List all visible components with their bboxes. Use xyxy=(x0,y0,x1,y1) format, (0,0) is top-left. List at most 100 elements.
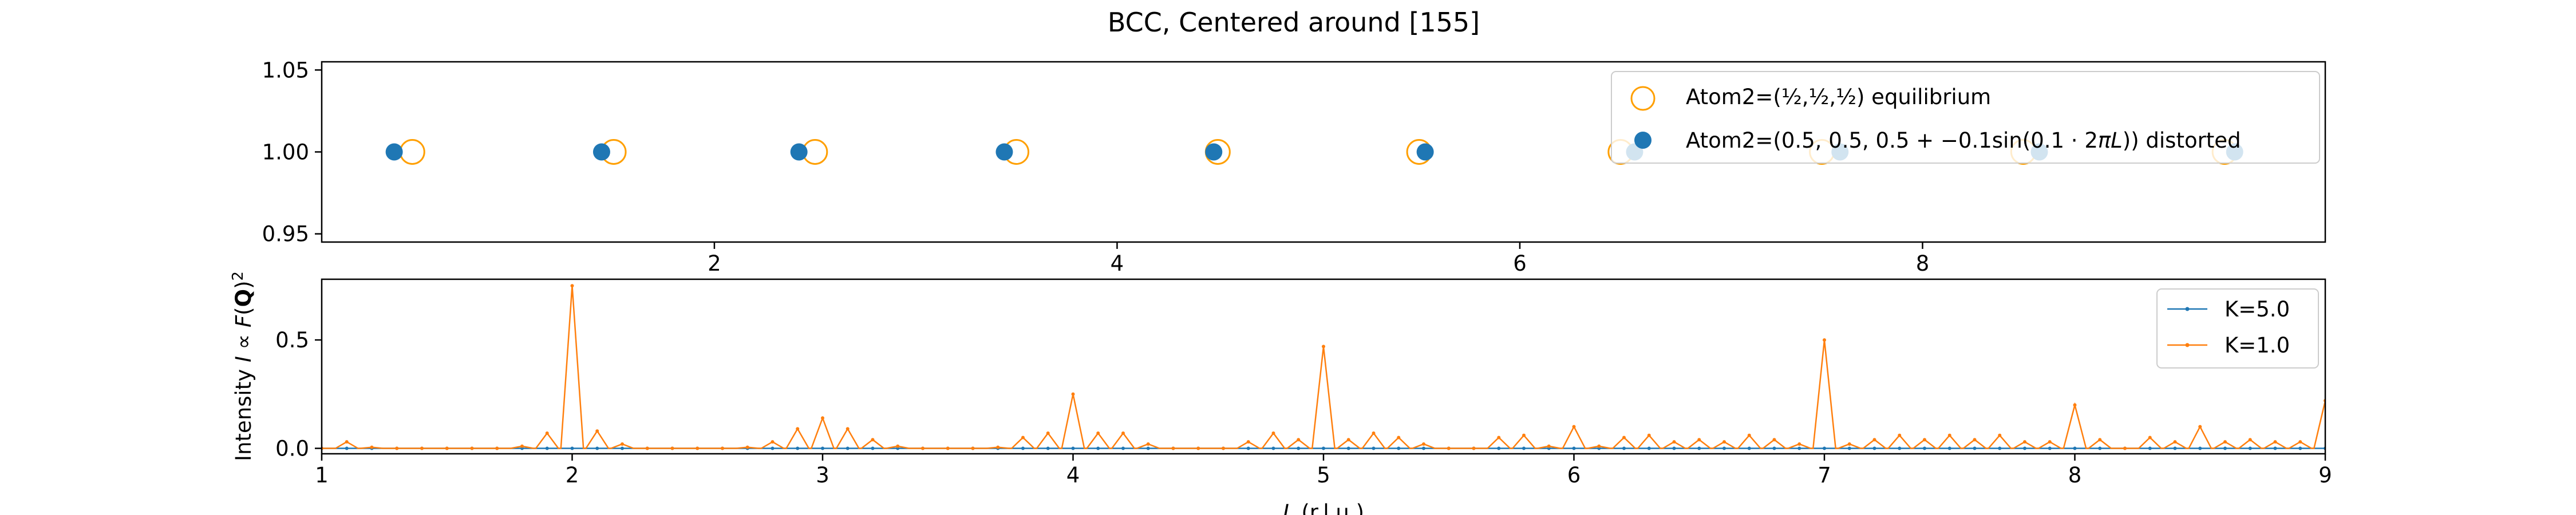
bottom-series-group xyxy=(322,284,2325,450)
bottom-x-tick-label: 6 xyxy=(1567,463,1581,488)
intensity-point xyxy=(1397,435,1401,439)
legend-marker-distorted xyxy=(1634,132,1652,149)
intensity-point xyxy=(445,446,449,450)
intensity-point xyxy=(2248,446,2252,450)
intensity-point xyxy=(871,446,875,450)
intensity-point xyxy=(1046,446,1050,450)
legend-frac-2: ½ xyxy=(1808,85,1829,109)
intensity-point xyxy=(1973,438,1977,442)
intensity-point xyxy=(2048,446,2052,450)
legend-pi-l: πL xyxy=(2098,128,2123,153)
intensity-point xyxy=(1898,446,1902,450)
intensity-point xyxy=(971,446,975,450)
series-k1 xyxy=(322,284,2325,450)
intensity-point xyxy=(745,445,749,449)
legend-marker-equilibrium xyxy=(1630,86,1656,111)
intensity-point xyxy=(1522,433,1526,437)
intensity-point xyxy=(1797,446,1801,450)
intensity-point xyxy=(1196,446,1200,450)
intensity-point xyxy=(1973,446,1977,450)
figure-title: BCC, Centered around [155] xyxy=(1108,7,1480,38)
intensity-point xyxy=(1823,338,1826,342)
bottom-y-tick-label: 0.0 xyxy=(275,437,309,461)
intensity-point xyxy=(520,444,524,448)
intensity-point xyxy=(1271,446,1275,450)
intensity-point xyxy=(1797,442,1801,446)
distorted-point xyxy=(385,143,403,161)
intensity-point xyxy=(896,444,900,448)
distorted-point xyxy=(1416,143,1434,161)
bottom-x-tick-label: 8 xyxy=(2068,463,2082,488)
intensity-point xyxy=(2048,440,2052,444)
intensity-point xyxy=(621,446,624,450)
intensity-point xyxy=(771,446,775,450)
top-legend-box xyxy=(1611,71,2320,164)
intensity-point xyxy=(796,427,800,431)
intensity-point xyxy=(1923,438,1926,442)
intensity-point xyxy=(1998,446,2002,450)
intensity-point xyxy=(871,438,875,442)
intensity-point xyxy=(1622,435,1626,439)
intensity-point xyxy=(771,440,775,444)
intensity-point xyxy=(470,446,474,450)
legend-label-k1: K=1.0 xyxy=(2225,333,2290,358)
intensity-point xyxy=(2023,446,2026,450)
intensity-point xyxy=(1322,344,1325,348)
intensity-point xyxy=(1372,446,1376,450)
series-k5 xyxy=(322,446,2325,450)
intensity-point xyxy=(495,446,499,450)
intensity-point xyxy=(796,446,800,450)
intensity-point xyxy=(1898,433,1902,437)
intensity-point xyxy=(545,431,549,435)
legend-label-equilibrium: Atom2=(½,½,½) equilibrium xyxy=(1686,85,1991,109)
intensity-point xyxy=(1146,442,1150,446)
legend-dot-k1 xyxy=(2185,343,2190,347)
intensity-point xyxy=(1397,446,1401,450)
intensity-point xyxy=(645,446,649,450)
intensity-point xyxy=(1722,446,1726,450)
legend-frac-3: ½ xyxy=(1836,85,1856,109)
intensity-point xyxy=(1872,438,1876,442)
intensity-point xyxy=(1021,446,1025,450)
intensity-point xyxy=(1222,446,1225,450)
intensity-point xyxy=(1722,440,1726,444)
intensity-point xyxy=(1947,433,1951,437)
intensity-point xyxy=(395,446,399,450)
intensity-point xyxy=(1071,446,1075,450)
intensity-point xyxy=(1847,446,1851,450)
intensity-point xyxy=(1071,392,1075,396)
intensity-point xyxy=(1772,438,1776,442)
intensity-point xyxy=(1672,446,1676,450)
intensity-point xyxy=(2073,446,2077,450)
bottom-plot-area xyxy=(322,284,2325,450)
intensity-point xyxy=(1547,444,1551,448)
intensity-point xyxy=(2148,435,2152,439)
intensity-point xyxy=(2148,446,2152,450)
intensity-point xyxy=(1346,438,1350,442)
bottom-axes-frame xyxy=(321,278,2326,455)
intensity-point xyxy=(846,446,850,450)
intensity-point xyxy=(345,440,349,444)
legend-equilibrium-prefix: Atom2=( xyxy=(1686,85,1781,109)
y-label-close: ) xyxy=(231,281,256,289)
x-label-unit: (r.l.u.) xyxy=(1295,500,1364,515)
intensity-point xyxy=(2073,403,2077,407)
intensity-point xyxy=(1297,438,1301,442)
intensity-point xyxy=(1947,446,1951,450)
legend-equilibrium-suffix: ) equilibrium xyxy=(1856,85,1991,109)
legend-frac-1: ½ xyxy=(1781,85,1802,109)
intensity-point xyxy=(2223,446,2227,450)
intensity-point xyxy=(1021,435,1025,439)
intensity-point xyxy=(1472,446,1476,450)
intensity-point xyxy=(1597,444,1601,448)
bottom-x-tick-label: 3 xyxy=(816,463,829,488)
intensity-point xyxy=(595,446,599,450)
bottom-y-ticks: 0.0 0.5 xyxy=(275,328,322,461)
intensity-point xyxy=(1246,446,1250,450)
intensity-point xyxy=(2298,440,2302,444)
intensity-point xyxy=(1121,431,1125,435)
legend-comma-1: , xyxy=(1802,85,1809,109)
